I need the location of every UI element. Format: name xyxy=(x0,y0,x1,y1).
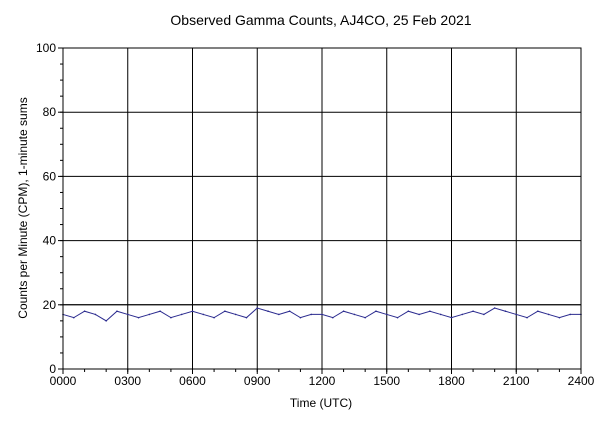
data-point xyxy=(439,313,442,316)
data-point xyxy=(224,310,226,313)
data-point xyxy=(429,310,431,313)
data-point xyxy=(504,310,507,313)
x-tick-label: 1800 xyxy=(438,374,465,388)
data-point xyxy=(94,313,97,316)
data-point xyxy=(245,316,248,319)
data-point xyxy=(483,313,485,316)
x-tick-label: 1200 xyxy=(309,374,336,388)
data-point xyxy=(213,316,215,319)
data-point xyxy=(180,313,183,316)
data-point xyxy=(364,316,366,319)
data-point xyxy=(385,313,388,316)
data-point xyxy=(191,310,194,313)
y-tick-label: 80 xyxy=(43,105,57,119)
y-tick-label: 100 xyxy=(36,41,56,55)
data-point xyxy=(375,310,377,313)
data-point xyxy=(83,310,86,313)
data-point xyxy=(353,313,356,316)
data-point xyxy=(170,316,172,319)
data-point xyxy=(461,313,464,316)
data-point xyxy=(137,316,140,319)
data-point xyxy=(331,316,334,319)
data-point xyxy=(558,316,561,319)
data-point xyxy=(526,316,528,319)
data-point xyxy=(116,310,118,313)
y-tick-label: 40 xyxy=(43,234,57,248)
data-point xyxy=(547,313,550,316)
data-point xyxy=(159,310,161,313)
y-tick-label: 0 xyxy=(49,362,56,376)
data-point xyxy=(472,310,474,313)
data-point xyxy=(569,313,572,316)
x-tick-label: 0300 xyxy=(114,374,141,388)
data-point xyxy=(148,313,151,316)
data-point xyxy=(202,313,205,316)
data-point xyxy=(515,313,518,316)
data-point xyxy=(342,310,345,313)
data-point xyxy=(493,307,496,309)
data-point xyxy=(288,310,291,313)
data-point xyxy=(396,316,399,319)
chart-title: Observed Gamma Counts, AJ4CO, 25 Feb 202… xyxy=(170,12,471,28)
x-tick-label: 2400 xyxy=(568,374,595,388)
data-point xyxy=(126,313,129,316)
data-point xyxy=(299,316,302,319)
x-tick-label: 0600 xyxy=(179,374,206,388)
data-point xyxy=(450,316,453,319)
data-point xyxy=(321,313,323,316)
data-point xyxy=(407,310,410,313)
data-point xyxy=(418,313,420,316)
y-axis-label: Counts per Minute (CPM), 1-minute sums xyxy=(16,97,30,318)
data-point xyxy=(278,313,280,316)
plot-area: 0000 0300 0600 0900 1200 1500 1800 2100 2400 0 20 4… xyxy=(36,41,595,388)
data-point xyxy=(267,310,269,313)
data-point xyxy=(234,313,237,316)
data-point xyxy=(105,320,107,322)
data-point xyxy=(310,313,313,316)
data-point xyxy=(537,310,539,313)
x-tick-label: 1500 xyxy=(373,374,400,388)
x-tick-label: 0000 xyxy=(50,374,77,388)
y-tick-label: 60 xyxy=(43,169,57,183)
x-axis-label: Time (UTC) xyxy=(290,396,352,410)
x-tick-label: 2100 xyxy=(503,374,530,388)
y-tick-label: 20 xyxy=(43,298,57,312)
data-point xyxy=(72,316,75,319)
x-tick-label: 0900 xyxy=(244,374,271,388)
data-point xyxy=(256,307,259,309)
